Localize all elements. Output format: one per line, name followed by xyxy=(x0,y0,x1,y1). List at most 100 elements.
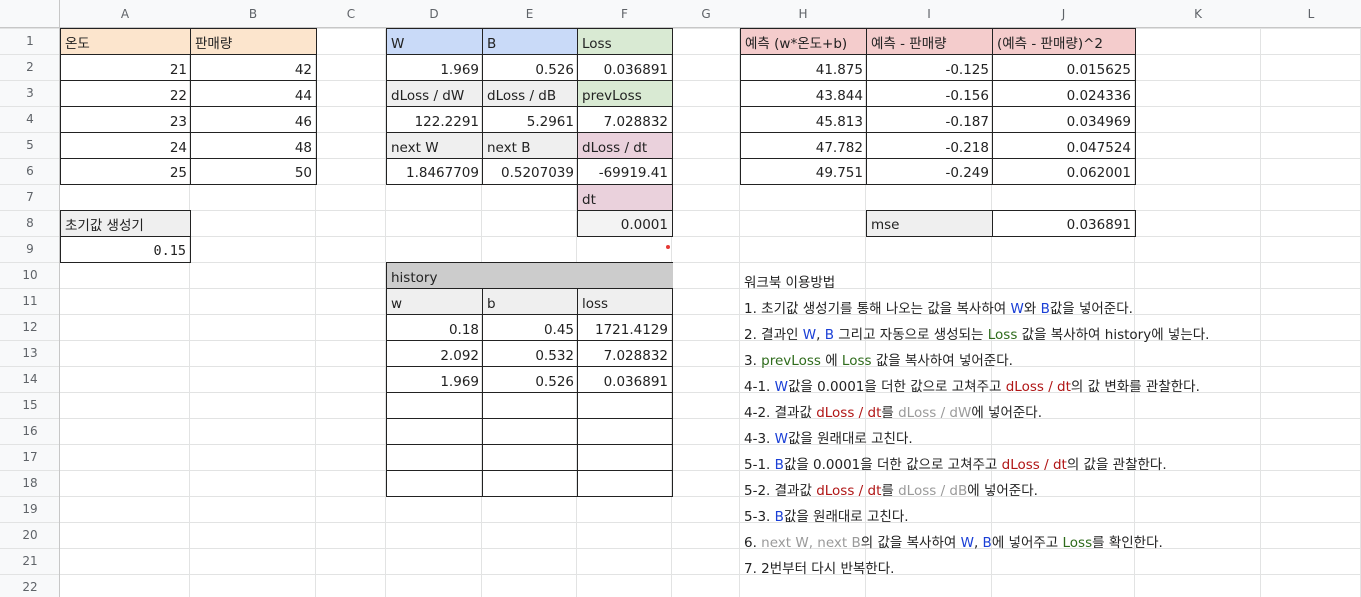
column-header-h[interactable]: H xyxy=(740,0,866,28)
cell-i3[interactable]: -0.156 xyxy=(866,80,993,107)
row-header-22[interactable]: 22 xyxy=(0,575,60,597)
cell-d5[interactable]: next W xyxy=(386,132,483,159)
cell-d14[interactable]: 1.969 xyxy=(386,366,483,393)
cell-i8[interactable]: mse xyxy=(866,210,993,237)
cell-e6[interactable]: 0.5207039 xyxy=(482,158,578,185)
cell-j1[interactable]: (예측 - 판매량)^2 xyxy=(992,28,1136,55)
cell-d11[interactable]: w xyxy=(386,288,483,315)
cell-f6[interactable]: -69919.41 xyxy=(577,158,673,185)
select-all-corner[interactable] xyxy=(0,0,60,28)
cell-b4[interactable]: 46 xyxy=(190,106,317,133)
row-header-15[interactable]: 15 xyxy=(0,393,60,418)
cell-h1[interactable]: 예측 (w*온도+b) xyxy=(740,28,867,55)
cell-d17[interactable] xyxy=(386,444,483,471)
cell-e4[interactable]: 5.2961 xyxy=(482,106,578,133)
cell-f2[interactable]: 0.036891 xyxy=(577,54,673,81)
cell-f4[interactable]: 7.028832 xyxy=(577,106,673,133)
cell-d12[interactable]: 0.18 xyxy=(386,314,483,341)
cell-j8[interactable]: 0.036891 xyxy=(992,210,1136,237)
row-header-11[interactable]: 11 xyxy=(0,289,60,314)
column-header-f[interactable]: F xyxy=(577,0,672,28)
cell-j4[interactable]: 0.034969 xyxy=(992,106,1136,133)
column-header-j[interactable]: J xyxy=(992,0,1135,28)
cell-a4[interactable]: 23 xyxy=(60,106,191,133)
row-header-14[interactable]: 14 xyxy=(0,367,60,392)
row-header-16[interactable]: 16 xyxy=(0,419,60,444)
cell-h2[interactable]: 41.875 xyxy=(740,54,867,81)
cell-i1[interactable]: 예측 - 판매량 xyxy=(866,28,993,55)
cell-e12[interactable]: 0.45 xyxy=(482,314,578,341)
cell-i5[interactable]: -0.218 xyxy=(866,132,993,159)
cell-e18[interactable] xyxy=(482,470,578,497)
cell-b2[interactable]: 42 xyxy=(190,54,317,81)
cell-b3[interactable]: 44 xyxy=(190,80,317,107)
cell-e5[interactable]: next B xyxy=(482,132,578,159)
cell-f5[interactable]: dLoss / dt xyxy=(577,132,673,159)
row-header-20[interactable]: 20 xyxy=(0,523,60,548)
cell-i2[interactable]: -0.125 xyxy=(866,54,993,81)
cell-d4[interactable]: 122.2291 xyxy=(386,106,483,133)
cell-e15[interactable] xyxy=(482,392,578,419)
cell-a1[interactable]: 온도 xyxy=(60,28,191,55)
cell-d2[interactable]: 1.969 xyxy=(386,54,483,81)
cell-f8[interactable]: 0.0001 xyxy=(577,210,673,237)
cell-d6[interactable]: 1.8467709 xyxy=(386,158,483,185)
cell-a5[interactable]: 24 xyxy=(60,132,191,159)
cell-f12[interactable]: 1721.4129 xyxy=(577,314,673,341)
cell-d16[interactable] xyxy=(386,418,483,445)
cell-d3[interactable]: dLoss / dW xyxy=(386,80,483,107)
row-header-2[interactable]: 2 xyxy=(0,55,60,80)
cell-f13[interactable]: 7.028832 xyxy=(577,340,673,367)
row-header-5[interactable]: 5 xyxy=(0,133,60,158)
cell-d15[interactable] xyxy=(386,392,483,419)
cell-j2[interactable]: 0.015625 xyxy=(992,54,1136,81)
cell-e14[interactable]: 0.526 xyxy=(482,366,578,393)
cell-a6[interactable]: 25 xyxy=(60,158,191,185)
row-header-21[interactable]: 21 xyxy=(0,549,60,574)
cell-a8[interactable]: 초기값 생성기 xyxy=(60,210,191,237)
row-header-9[interactable]: 9 xyxy=(0,237,60,262)
row-header-7[interactable]: 7 xyxy=(0,185,60,210)
cell-j5[interactable]: 0.047524 xyxy=(992,132,1136,159)
cell-i4[interactable]: -0.187 xyxy=(866,106,993,133)
row-header-3[interactable]: 3 xyxy=(0,81,60,106)
cell-f14[interactable]: 0.036891 xyxy=(577,366,673,393)
cell-f11[interactable]: loss xyxy=(577,288,673,315)
cell-j3[interactable]: 0.024336 xyxy=(992,80,1136,107)
cell-d13[interactable]: 2.092 xyxy=(386,340,483,367)
column-header-e[interactable]: E xyxy=(482,0,577,28)
cell-a2[interactable]: 21 xyxy=(60,54,191,81)
cell-h5[interactable]: 47.782 xyxy=(740,132,867,159)
cell-h3[interactable]: 43.844 xyxy=(740,80,867,107)
row-header-17[interactable]: 17 xyxy=(0,445,60,470)
cell-d10[interactable]: history xyxy=(386,262,673,289)
column-header-g[interactable]: G xyxy=(672,0,740,28)
cell-a3[interactable]: 22 xyxy=(60,80,191,107)
row-header-1[interactable]: 1 xyxy=(0,29,60,54)
cell-f18[interactable] xyxy=(577,470,673,497)
cell-b6[interactable]: 50 xyxy=(190,158,317,185)
row-header-10[interactable]: 10 xyxy=(0,263,60,288)
cell-f17[interactable] xyxy=(577,444,673,471)
row-header-6[interactable]: 6 xyxy=(0,159,60,184)
cell-h4[interactable]: 45.813 xyxy=(740,106,867,133)
cell-e3[interactable]: dLoss / dB xyxy=(482,80,578,107)
cell-a9[interactable]: 0.15 xyxy=(60,236,191,263)
column-header-b[interactable]: B xyxy=(190,0,316,28)
cell-f15[interactable] xyxy=(577,392,673,419)
column-header-a[interactable]: A xyxy=(60,0,190,28)
cell-e11[interactable]: b xyxy=(482,288,578,315)
column-header-k[interactable]: K xyxy=(1135,0,1261,28)
cell-i6[interactable]: -0.249 xyxy=(866,158,993,185)
cell-f7[interactable]: dt xyxy=(577,184,673,211)
cell-f3[interactable]: prevLoss xyxy=(577,80,673,107)
row-header-19[interactable]: 19 xyxy=(0,497,60,522)
cell-e13[interactable]: 0.532 xyxy=(482,340,578,367)
cell-b1[interactable]: 판매량 xyxy=(190,28,317,55)
cell-e2[interactable]: 0.526 xyxy=(482,54,578,81)
cell-h6[interactable]: 49.751 xyxy=(740,158,867,185)
cell-f16[interactable] xyxy=(577,418,673,445)
cell-d1[interactable]: W xyxy=(386,28,483,55)
column-header-d[interactable]: D xyxy=(386,0,482,28)
cell-e16[interactable] xyxy=(482,418,578,445)
